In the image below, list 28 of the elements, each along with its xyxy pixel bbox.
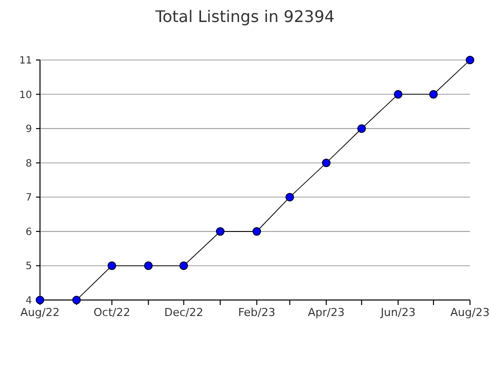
y-tick-label: 9: [26, 124, 32, 136]
x-tick-label: Aug/23: [450, 306, 490, 319]
point: [108, 261, 116, 270]
point: [466, 56, 474, 64]
point: [72, 296, 81, 304]
point: [429, 90, 438, 99]
point: [357, 124, 366, 133]
y-tick-label: 6: [26, 226, 32, 238]
x-tick-label: Dec/22: [164, 306, 204, 319]
x-tick-label: Aug/22: [20, 306, 60, 319]
x-tick-label: Jun/23: [380, 306, 416, 319]
y-tick-label: 10: [19, 90, 32, 101]
point: [394, 90, 402, 99]
point: [179, 261, 188, 270]
x-tick-label: Oct/22: [93, 306, 130, 319]
point: [216, 227, 225, 236]
x-tick-label: Apr/23: [308, 306, 345, 319]
y-tick-label: 8: [26, 158, 32, 170]
point: [285, 192, 294, 202]
point: [144, 261, 153, 270]
y-tick-label: 5: [26, 261, 32, 272]
chart-title: Total Listings in 92394: [154, 7, 335, 26]
x-tick-label: Feb/23: [238, 306, 276, 319]
y-tick-label: 11: [19, 56, 32, 66]
y-tick-label: 4: [26, 296, 32, 306]
point: [322, 158, 331, 168]
point: [252, 227, 262, 236]
y-tick-label: 7: [26, 192, 32, 204]
